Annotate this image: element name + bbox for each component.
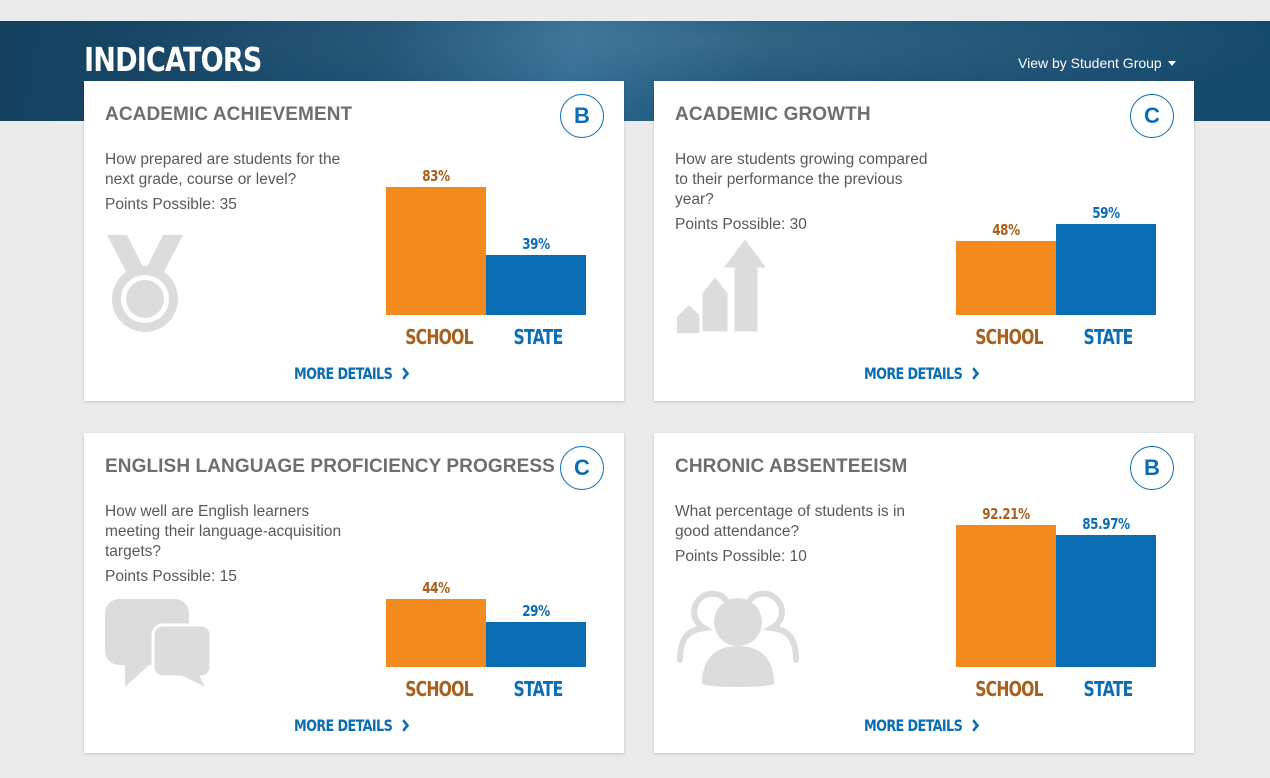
more-details-link[interactable]: MORE DETAILS [864, 364, 979, 383]
more-details-link[interactable]: MORE DETAILS [864, 716, 979, 735]
indicator-card-academic-growth: ACADEMIC GROWTH C How are students growi… [654, 81, 1194, 401]
school-axis-label: SCHOOL [975, 325, 1043, 349]
card-title: ACADEMIC GROWTH [675, 104, 871, 125]
school-bar: 44% [386, 579, 486, 667]
state-bar: 85.97% [1056, 515, 1156, 667]
state-axis-label: STATE [1083, 325, 1134, 349]
school-bar-value-label: 44% [422, 579, 450, 598]
state-bar-value-label: 85.97% [1082, 514, 1130, 533]
school-bar-value-label: 48% [992, 221, 1020, 240]
chevron-right-icon [968, 367, 979, 380]
card-title: CHRONIC ABSENTEEISM [675, 456, 908, 477]
card-description-block: How well are English learners meeting th… [105, 502, 365, 587]
state-bar-value-label: 59% [1092, 204, 1120, 223]
school-bar: 48% [956, 221, 1056, 315]
school-axis-label: SCHOOL [405, 325, 473, 349]
view-toggle-label: View by Student Group [1018, 55, 1162, 71]
indicator-question: How prepared are students for the next g… [105, 151, 341, 188]
points-possible: Points Possible: 15 [105, 568, 237, 585]
more-details-label: MORE DETAILS [864, 364, 963, 383]
indicator-question: What percentage of students is in good a… [675, 503, 906, 540]
points-possible: Points Possible: 35 [105, 196, 237, 213]
points-possible: Points Possible: 30 [675, 216, 807, 233]
school-axis-label: SCHOOL [975, 677, 1043, 701]
more-details-label: MORE DETAILS [864, 716, 963, 735]
grade-badge: B [560, 94, 604, 138]
state-bar: 29% [486, 602, 586, 667]
more-details-label: MORE DETAILS [294, 716, 393, 735]
more-details-link[interactable]: MORE DETAILS [294, 364, 409, 383]
indicator-card-chronic-absenteeism: CHRONIC ABSENTEEISM B What percentage of… [654, 433, 1194, 753]
school-bar-value-label: 92.21% [982, 505, 1030, 523]
caret-down-icon [1167, 60, 1176, 66]
state-axis-label: STATE [513, 325, 564, 349]
more-details-link[interactable]: MORE DETAILS [294, 716, 409, 735]
view-by-student-group-dropdown[interactable]: View by Student Group [1018, 55, 1176, 71]
state-bar-value-label: 39% [522, 234, 550, 253]
medal-icon [105, 233, 185, 342]
school-bar: 92.21% [956, 505, 1056, 667]
state-bar: 59% [1056, 204, 1156, 315]
card-title: ACADEMIC ACHIEVEMENT [105, 104, 353, 125]
card-title: ENGLISH LANGUAGE PROFICIENCY PROGRESS [105, 456, 555, 477]
school-bar-value-label: 83% [422, 167, 450, 186]
growth-arrows-icon [675, 234, 772, 342]
card-description-block: How are students growing compared to the… [675, 150, 935, 235]
state-bar-value-label: 29% [522, 602, 550, 621]
page-title: INDICATORS [84, 40, 262, 79]
indicator-question: How well are English learners meeting th… [105, 503, 342, 560]
school-bar: 83% [386, 167, 486, 315]
speech-bubbles-icon [105, 597, 213, 694]
state-bar: 39% [486, 235, 586, 315]
state-axis-label: STATE [513, 677, 564, 701]
grade-badge: C [1130, 94, 1174, 138]
school-axis-label: SCHOOL [405, 677, 473, 701]
card-description-block: How prepared are students for the next g… [105, 150, 365, 215]
people-group-icon [674, 586, 802, 695]
state-axis-label: STATE [1083, 677, 1134, 701]
grade-badge: C [560, 446, 604, 490]
indicator-question: How are students growing compared to the… [675, 151, 928, 208]
indicator-card-english-language-proficiency: ENGLISH LANGUAGE PROFICIENCY PROGRESS C … [84, 433, 624, 753]
more-details-label: MORE DETAILS [294, 364, 393, 383]
card-description-block: What percentage of students is in good a… [675, 502, 935, 567]
chevron-right-icon [398, 367, 409, 380]
points-possible: Points Possible: 10 [675, 548, 807, 565]
chevron-right-icon [398, 719, 409, 732]
grade-badge: B [1130, 446, 1174, 490]
indicator-card-academic-achievement: ACADEMIC ACHIEVEMENT B How prepared are … [84, 81, 624, 401]
chevron-right-icon [968, 719, 979, 732]
